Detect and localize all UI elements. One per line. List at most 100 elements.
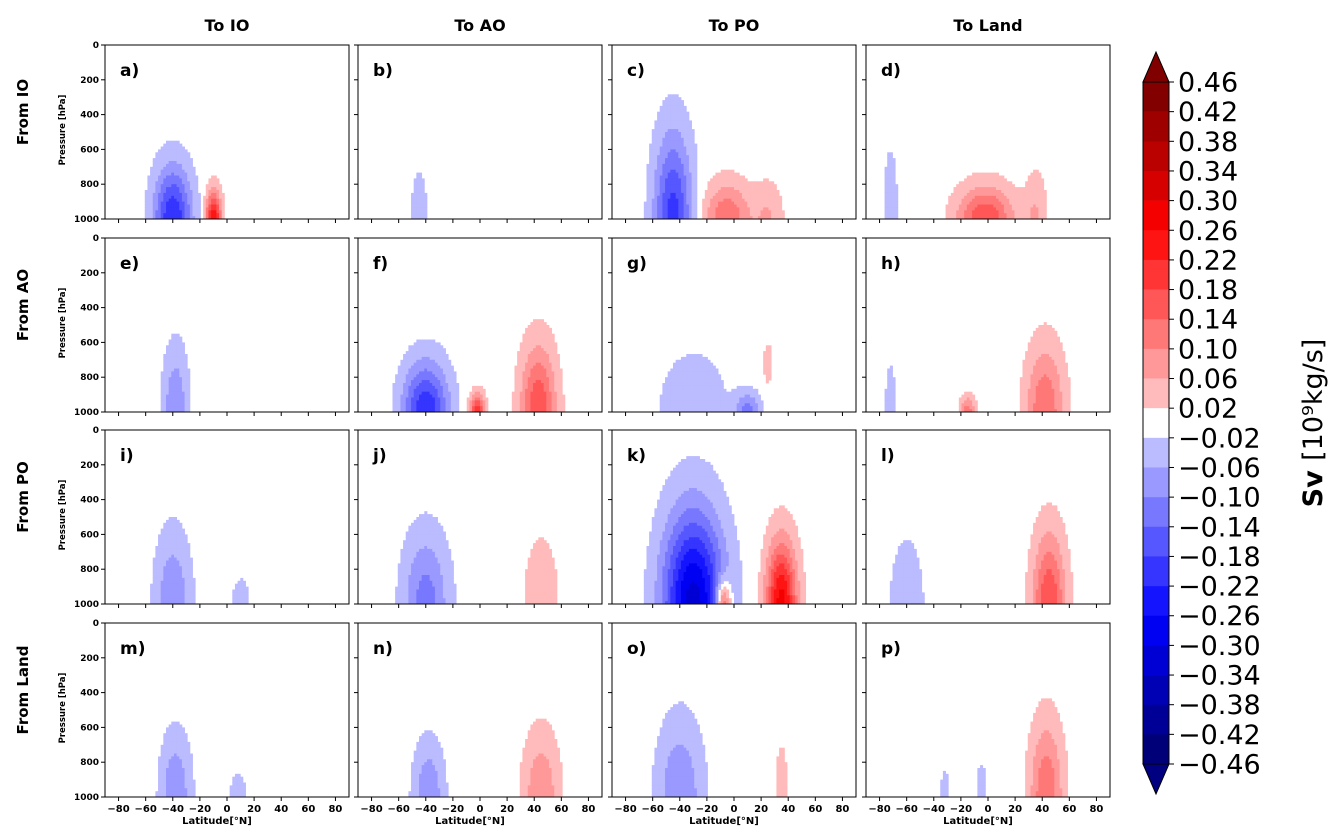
contour-cell (675, 132, 679, 136)
contour-cell (168, 517, 172, 521)
contour-cell (673, 94, 677, 98)
contour-cell (216, 204, 220, 208)
contour-cell (1051, 388, 1055, 393)
contour-cell (691, 362, 695, 366)
contour-cell (541, 362, 545, 366)
contour-cell (453, 380, 457, 384)
contour-cell (1033, 397, 1037, 401)
contour-cell (646, 184, 650, 188)
contour-cell (699, 403, 703, 407)
contour-cell (734, 195, 738, 200)
contour-cell (670, 391, 674, 395)
contour-cell (397, 383, 401, 387)
contour-cell (998, 181, 1002, 185)
contour-cell (221, 192, 225, 197)
contour-cell (176, 149, 180, 153)
contour-cell (675, 365, 679, 369)
contour-cell (173, 210, 178, 214)
contour-cell (741, 192, 746, 197)
contour-cell (739, 184, 743, 188)
contour-cell (1041, 333, 1045, 337)
contour-cell (1030, 181, 1034, 185)
contour-cell (192, 175, 196, 179)
contour-cell (731, 184, 735, 188)
contour-cell (646, 216, 650, 219)
contour-cell (649, 204, 653, 208)
contour-cell (541, 406, 545, 410)
contour-cell (1046, 394, 1050, 398)
contour-cell (763, 362, 767, 366)
contour-cell (680, 377, 685, 381)
contour-cell (696, 356, 700, 361)
contour-cell (699, 374, 703, 378)
contour-cell (538, 368, 542, 372)
contour-cell (982, 192, 986, 197)
contour-cell (522, 339, 526, 343)
contour-cell (429, 385, 433, 390)
contour-cell (187, 178, 191, 182)
contour-cell (670, 140, 674, 144)
contour-cell (168, 207, 172, 211)
contour-cell (707, 377, 711, 381)
contour-cell (728, 181, 732, 185)
contour-cell (445, 391, 449, 395)
contour-cell (408, 374, 412, 378)
contour-cell (686, 391, 690, 395)
contour-cell (152, 163, 156, 168)
contour-cell (718, 383, 722, 387)
contour-cell (522, 345, 526, 349)
contour-cell (1033, 400, 1037, 404)
contour-cell (426, 385, 431, 390)
contour-cell (411, 345, 415, 349)
contour-cell (181, 368, 185, 372)
contour-cell (426, 359, 431, 364)
contour-cell (538, 371, 542, 375)
contour-cell (744, 204, 748, 208)
contour-cell (686, 406, 690, 410)
contour-cell (982, 198, 986, 202)
contour-cell (1067, 406, 1071, 410)
contour-cell (1014, 190, 1018, 194)
contour-cell (181, 388, 185, 393)
contour-cell (179, 169, 183, 173)
contour-cell (884, 406, 888, 410)
contour-cell (469, 406, 473, 410)
contour-cell (155, 187, 159, 191)
contour-cell (980, 190, 984, 194)
contour-cell (665, 394, 669, 398)
contour-cell (171, 169, 175, 173)
contour-cell (749, 204, 753, 208)
contour-cell (884, 397, 888, 401)
contour-cell (535, 391, 539, 395)
contour-cell (694, 365, 698, 369)
contour-cell (551, 383, 555, 387)
contour-cell (694, 143, 698, 147)
contour-cell (176, 140, 180, 144)
contour-cell (675, 172, 679, 176)
contour-cell (221, 210, 225, 214)
contour-cell (1019, 406, 1023, 410)
contour-cell (556, 394, 560, 398)
contour-cell (168, 522, 172, 527)
contour-cell (678, 409, 682, 412)
contour-cell (659, 175, 663, 179)
column-title: To PO (709, 16, 760, 35)
contour-cell (649, 152, 653, 156)
contour-cell (419, 195, 423, 200)
contour-cell (694, 383, 698, 387)
contour-cell (556, 365, 560, 369)
contour-cell (670, 181, 674, 185)
contour-cell (184, 356, 188, 361)
contour-cell (744, 397, 748, 401)
contour-cell (691, 210, 695, 214)
contour-cell (657, 169, 661, 173)
contour-cell (181, 158, 185, 162)
contour-cell (546, 351, 550, 355)
contour-cell (408, 406, 412, 410)
contour-cell (1049, 365, 1053, 369)
contour-cell (144, 201, 148, 205)
contour-cell (678, 152, 682, 156)
contour-cell (675, 397, 679, 401)
contour-cell (680, 169, 685, 173)
contour-cell (665, 406, 669, 410)
